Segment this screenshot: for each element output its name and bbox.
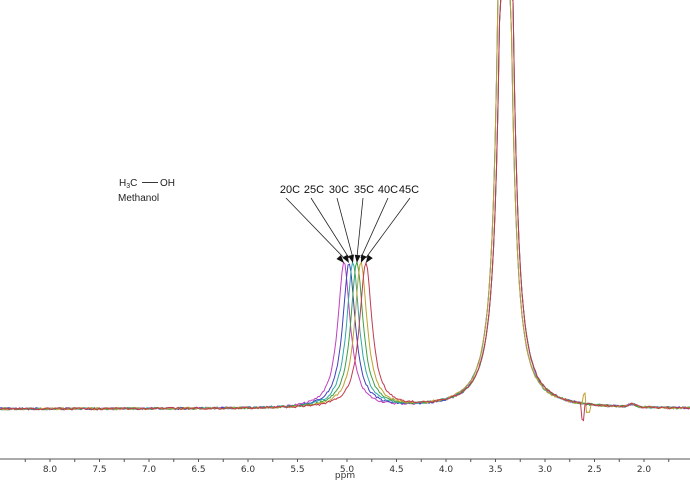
axis-tick-label: 6.0 bbox=[241, 465, 256, 475]
arrow-line bbox=[310, 197, 350, 259]
axis-tick-label: 4.0 bbox=[439, 465, 454, 475]
axis-tick-label: 6.5 bbox=[191, 465, 205, 475]
arrow-line bbox=[336, 197, 354, 259]
molecule-formula: H3C bbox=[119, 178, 137, 190]
axis-tick-label: 5.0 bbox=[340, 465, 355, 475]
molecule-oh: OH bbox=[160, 178, 175, 189]
axis-tick-label: 3.0 bbox=[538, 465, 553, 475]
x-axis: 8.0 7.5 7.0 6.5 6.0 5.5 5.0 4.5 4.0 3.5 3.0 2.5 2.0 bbox=[0, 458, 690, 475]
arrow-line bbox=[365, 197, 411, 259]
arrow-line bbox=[360, 197, 389, 259]
temperature-label-45C: 45C bbox=[399, 184, 419, 196]
axis-tick-label: 8.0 bbox=[43, 465, 58, 475]
arrow-head-icon bbox=[342, 254, 349, 263]
axis-tick-label: 4.5 bbox=[389, 465, 403, 475]
axis-tick-label: 7.5 bbox=[92, 465, 106, 475]
arrow-head-icon bbox=[354, 254, 361, 263]
molecule-name: Methanol bbox=[118, 193, 159, 204]
temperature-label-20C: 20C bbox=[280, 184, 300, 196]
axis-tick-label: 2.5 bbox=[587, 465, 601, 475]
spectrum-trace-45C bbox=[0, 0, 690, 422]
spectrum-trace-30C bbox=[0, 0, 690, 411]
spectrum-trace-20C bbox=[0, 0, 690, 411]
temperature-label-25C: 25C bbox=[304, 184, 324, 196]
temperature-label-30C: 30C bbox=[329, 184, 349, 196]
temperature-arrows bbox=[285, 197, 411, 263]
spectrum-trace-40C bbox=[0, 0, 690, 414]
spectrum-trace-35C bbox=[0, 0, 690, 411]
temperature-labels: 20C 25C 30C 35C 40C 45C bbox=[280, 184, 419, 196]
temperature-label-40C: 40C bbox=[378, 184, 398, 196]
axis-tick-label: 3.5 bbox=[488, 465, 502, 475]
arrow-head-icon bbox=[348, 254, 354, 263]
axis-tick-label: 2.0 bbox=[637, 465, 652, 475]
temperature-label-35C: 35C bbox=[354, 184, 374, 196]
spectrum-traces bbox=[0, 0, 690, 422]
arrow-head-icon bbox=[360, 254, 367, 263]
arrow-line bbox=[356, 197, 364, 259]
axis-tick-label: 5.5 bbox=[290, 465, 304, 475]
axis-tick-label: 7.0 bbox=[142, 465, 157, 475]
arrow-head-icon bbox=[336, 255, 345, 263]
arrow-line bbox=[285, 197, 345, 259]
molecule-structure: H3C OH Methanol bbox=[118, 178, 175, 204]
x-axis-label: ppm bbox=[335, 471, 355, 481]
spectrum-trace-25C bbox=[0, 0, 690, 411]
arrow-head-icon bbox=[365, 254, 373, 263]
